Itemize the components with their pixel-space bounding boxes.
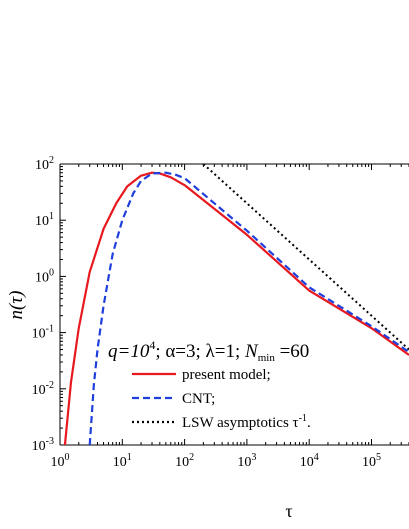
- legend-label-text: LSW asymptotics τ: [182, 415, 299, 431]
- x-tick-label: 102: [175, 452, 194, 470]
- annotation-params: ; α=3; λ=1;: [155, 341, 245, 362]
- x-tick-label-exponent: 1: [127, 452, 132, 463]
- series-line-3: [202, 164, 409, 351]
- y-tick-label-exponent: -2: [46, 380, 54, 391]
- x-tick-label-exponent: 5: [376, 452, 381, 463]
- x-tick-label: 104: [300, 452, 319, 470]
- y-tick-label-base: 10: [32, 327, 46, 342]
- x-tick-label: 101: [113, 452, 132, 470]
- x-axis-title: τ: [285, 501, 292, 521]
- x-tick-label: 103: [237, 452, 256, 470]
- x-tick-label-base: 10: [51, 455, 65, 470]
- legend-label-3: LSW asymptotics τ-1.: [182, 413, 311, 431]
- y-tick-label: 100: [35, 267, 54, 285]
- series-line-2: [88, 171, 409, 445]
- legend-label-2: CNT;: [182, 391, 215, 407]
- annotation-n: N: [244, 341, 259, 362]
- y-tick-label: 101: [35, 211, 54, 229]
- legend-label-tail: .: [307, 415, 311, 431]
- x-tick-label-base: 10: [300, 455, 314, 470]
- x-tick-label-exponent: 0: [65, 452, 70, 463]
- x-tick-label: 100: [51, 452, 70, 470]
- y-tick-label: 10-1: [32, 324, 54, 342]
- y-tick-label: 102: [35, 155, 54, 173]
- y-tick-label-base: 10: [35, 214, 49, 229]
- y-tick-label-base: 10: [35, 270, 49, 285]
- y-tick-label-exponent: 2: [49, 155, 54, 166]
- y-tick-label: 10-2: [32, 380, 54, 398]
- annotation-q-exponent: 4: [149, 338, 155, 352]
- x-tick-label-exponent: 3: [251, 452, 256, 463]
- annotation-n-value: =60: [275, 341, 309, 362]
- y-tick-label-exponent: 0: [49, 267, 54, 278]
- x-tick-label-exponent: 4: [314, 452, 319, 463]
- y-axis-title: n(τ): [6, 291, 27, 320]
- chart-annotation: q=104; α=3; λ=1; Nmin =60: [108, 338, 309, 364]
- legend-label-superscript: -1: [299, 413, 307, 424]
- series-line-1: [63, 171, 409, 445]
- y-tick-label-base: 10: [32, 383, 46, 398]
- annotation-q: q=10: [108, 341, 150, 362]
- y-tick-label-exponent: 1: [49, 211, 54, 222]
- x-tick-label-base: 10: [362, 455, 376, 470]
- y-tick-label: 10-3: [32, 436, 54, 454]
- x-tick-label-exponent: 2: [189, 452, 194, 463]
- x-tick-label-base: 10: [113, 455, 127, 470]
- y-tick-label-base: 10: [32, 439, 46, 454]
- annotation-n-subscript: min: [258, 352, 276, 364]
- y-tick-label-exponent: -1: [46, 324, 54, 335]
- x-tick-label-base: 10: [237, 455, 251, 470]
- y-tick-label-base: 10: [35, 158, 49, 173]
- x-tick-label-base: 10: [175, 455, 189, 470]
- legend-label-text: CNT;: [182, 391, 215, 407]
- legend-label-1: present model;: [182, 367, 271, 383]
- y-tick-label-exponent: -3: [46, 436, 54, 447]
- x-tick-label: 105: [362, 452, 381, 470]
- legend-label-text: present model;: [182, 367, 271, 383]
